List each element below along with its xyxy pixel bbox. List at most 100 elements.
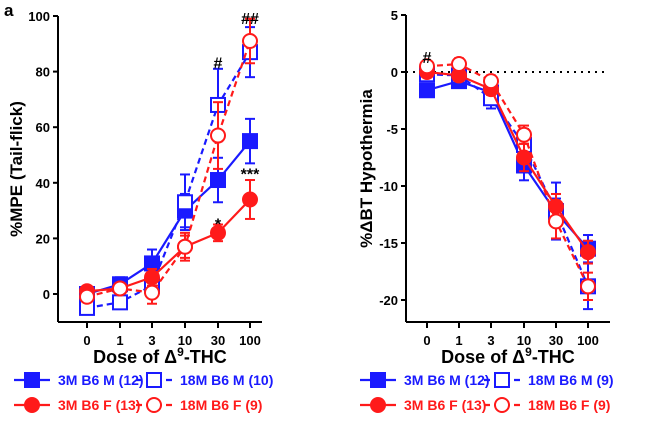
x-label-prefix: Dose of Δ [93, 347, 177, 367]
x-label-sup: 9 [525, 345, 532, 359]
y-tick-label: 60 [36, 120, 50, 135]
x-tick-label: 0 [423, 333, 430, 348]
data-point-square [112, 294, 128, 311]
y-tick-label: -10 [379, 179, 398, 194]
series-3 [79, 17, 258, 305]
series-1 [79, 26, 258, 316]
x-tick-label: 3 [487, 333, 494, 348]
legend-label: 18M B6 M (10) [180, 372, 273, 388]
data-point-circle [24, 397, 40, 413]
data-point-circle [79, 288, 95, 305]
data-point-circle [580, 278, 596, 295]
legend-entry: 3M B6 M (12) [360, 372, 490, 388]
data-point-square [146, 372, 162, 388]
data-point-circle [146, 397, 162, 413]
data-point-circle [112, 280, 128, 297]
x-tick-label: 0 [83, 333, 90, 348]
legend-entry: 18M B6 F (9) [136, 397, 262, 413]
series-line [426, 70, 589, 253]
legend-label: 18M B6 M (9) [528, 372, 614, 388]
significance-marker: * [215, 217, 222, 234]
data-point-square [242, 133, 258, 150]
series-1 [419, 66, 596, 311]
data-point-circle [483, 73, 499, 90]
x-tick-label: 3 [148, 333, 155, 348]
legend-entry: 18M B6 F (9) [484, 397, 610, 413]
legend-entry: 3M B6 M (12) [14, 372, 144, 388]
x-label-prefix: Dose of Δ [441, 347, 525, 367]
data-point-circle [516, 126, 532, 143]
x-tick-label: 30 [549, 333, 563, 348]
series-2 [79, 179, 258, 300]
y-tick-label: -20 [379, 293, 398, 308]
x-tick-label: 100 [577, 333, 599, 348]
series-0 [79, 117, 258, 302]
x-tick-label: 10 [517, 333, 531, 348]
x-tick-label: 1 [116, 333, 123, 348]
series-line [426, 73, 590, 287]
y-tick-label: 0 [391, 65, 398, 80]
legend-label: 3M B6 F (13) [404, 397, 486, 413]
series-line [86, 51, 251, 309]
chart-0: 0 20 40 60 80 100 0 1 3 10 30 100 %MPE (Tail-flick) D… [7, 9, 273, 413]
data-point-circle [210, 127, 226, 144]
legend-label: 3M B6 F (13) [58, 397, 140, 413]
data-point-circle [516, 149, 532, 166]
y-axis-label: %ΔBT Hypothermia [357, 89, 376, 248]
legend-entry: 3M B6 F (13) [14, 397, 140, 413]
data-point-circle [370, 397, 386, 413]
data-point-square [494, 372, 510, 388]
y-tick-label: -15 [379, 236, 398, 251]
legend-entry: 18M B6 M (9) [484, 372, 614, 388]
x-tick-label: 10 [178, 333, 192, 348]
data-point-square [24, 372, 40, 388]
y-tick-label: 20 [36, 231, 50, 246]
x-tick-label: 30 [211, 333, 225, 348]
significance-marker: *** [241, 167, 260, 184]
legend-label: 3M B6 M (12) [404, 372, 490, 388]
y-tick-label: 40 [36, 176, 50, 191]
series-line [426, 62, 589, 287]
legend-label: 3M B6 M (12) [58, 372, 144, 388]
y-tick-label: 0 [43, 287, 50, 302]
x-label-suffix: -THC [532, 347, 575, 367]
series-line [86, 40, 252, 298]
series-3 [419, 56, 596, 301]
data-point-circle [242, 33, 258, 50]
y-tick-label: 5 [391, 8, 398, 23]
x-axis-label: Dose of Δ9-THC [441, 345, 575, 367]
data-point-circle [419, 58, 435, 75]
series-line [426, 79, 589, 250]
y-tick-label: 80 [36, 65, 50, 80]
data-point-circle [548, 213, 564, 230]
y-axis-label: %MPE (Tail-flick) [7, 101, 26, 237]
significance-marker: # [214, 55, 223, 72]
panel-label: a [4, 1, 14, 20]
x-tick-label: 100 [239, 333, 261, 348]
legend-label: 18M B6 F (9) [528, 397, 610, 413]
data-point-circle [494, 397, 510, 413]
series-2 [419, 64, 596, 265]
x-label-suffix: -THC [184, 347, 227, 367]
significance-marker: ## [241, 11, 259, 28]
data-point-square [370, 372, 386, 388]
data-point-square [419, 82, 435, 99]
legend-entry: 3M B6 F (13) [360, 397, 486, 413]
chart-1: 5 0 -5 -10 -15 -20 0 1 3 10 30 100 %ΔBT Hypothermia D… [357, 8, 614, 413]
data-point-circle [451, 56, 467, 73]
data-point-circle [210, 224, 226, 241]
data-point-square [210, 172, 226, 189]
x-label-sup: 9 [177, 345, 184, 359]
data-point-circle [177, 238, 193, 255]
significance-marker: # [423, 50, 432, 67]
legend-label: 18M B6 F (9) [180, 397, 262, 413]
y-tick-label: -5 [386, 122, 398, 137]
legend-entry: 18M B6 M (10) [136, 372, 273, 388]
data-point-circle [580, 244, 596, 261]
data-point-circle [144, 284, 160, 301]
series-0 [419, 73, 596, 264]
data-point-circle [242, 191, 258, 208]
y-tick-label: 100 [28, 9, 50, 24]
